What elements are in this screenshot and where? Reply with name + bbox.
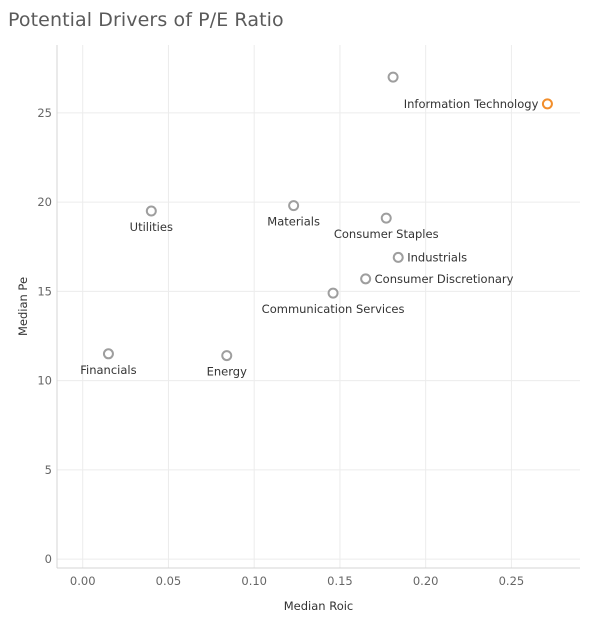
- point-communication-services[interactable]: [327, 287, 339, 299]
- point-labels: Information Technology Utilities Materials…: [80, 97, 538, 379]
- x-tick-label: 0.20: [413, 574, 439, 588]
- label-industrials: Industrials: [407, 250, 467, 264]
- y-tick-label: 5: [45, 463, 52, 477]
- point-energy[interactable]: [221, 350, 233, 362]
- x-axis-ticks: 0.00 0.05 0.10 0.15 0.20 0.25: [70, 574, 524, 588]
- y-axis-ticks: 0 5 10 15 20 25: [37, 106, 52, 566]
- point-utilities[interactable]: [145, 205, 157, 217]
- gridlines: [57, 45, 580, 568]
- point-consumer-discretionary[interactable]: [360, 273, 372, 285]
- label-utilities: Utilities: [130, 220, 173, 234]
- x-tick-label: 0.00: [70, 574, 96, 588]
- y-tick-label: 0: [45, 552, 52, 566]
- label-materials: Materials: [267, 215, 320, 229]
- point-unlabeled[interactable]: [387, 71, 399, 83]
- point-consumer-staples[interactable]: [380, 212, 392, 224]
- chart-title: Potential Drivers of P/E Ratio: [8, 9, 284, 31]
- label-consumer-discretionary: Consumer Discretionary: [375, 272, 514, 286]
- point-industrials[interactable]: [392, 251, 404, 263]
- label-energy: Energy: [207, 365, 247, 379]
- x-tick-label: 0.15: [327, 574, 353, 588]
- x-tick-label: 0.05: [156, 574, 182, 588]
- label-financials: Financials: [80, 363, 136, 377]
- y-tick-label: 20: [37, 195, 52, 209]
- x-axis-title: Median Roic: [284, 599, 354, 613]
- label-communication-services: Communication Services: [262, 302, 405, 316]
- y-tick-label: 15: [37, 284, 52, 298]
- data-points: [102, 71, 553, 362]
- y-tick-label: 10: [37, 374, 52, 388]
- x-tick-label: 0.10: [241, 574, 267, 588]
- point-information-technology[interactable]: [541, 98, 553, 110]
- y-tick-label: 25: [37, 106, 52, 120]
- x-tick-label: 0.25: [499, 574, 525, 588]
- point-financials[interactable]: [102, 348, 114, 360]
- label-information-technology: Information Technology: [404, 97, 539, 111]
- y-axis-title: Median Pe: [16, 277, 30, 336]
- label-consumer-staples: Consumer Staples: [334, 227, 439, 241]
- axes: [56, 45, 580, 569]
- point-materials[interactable]: [288, 200, 300, 212]
